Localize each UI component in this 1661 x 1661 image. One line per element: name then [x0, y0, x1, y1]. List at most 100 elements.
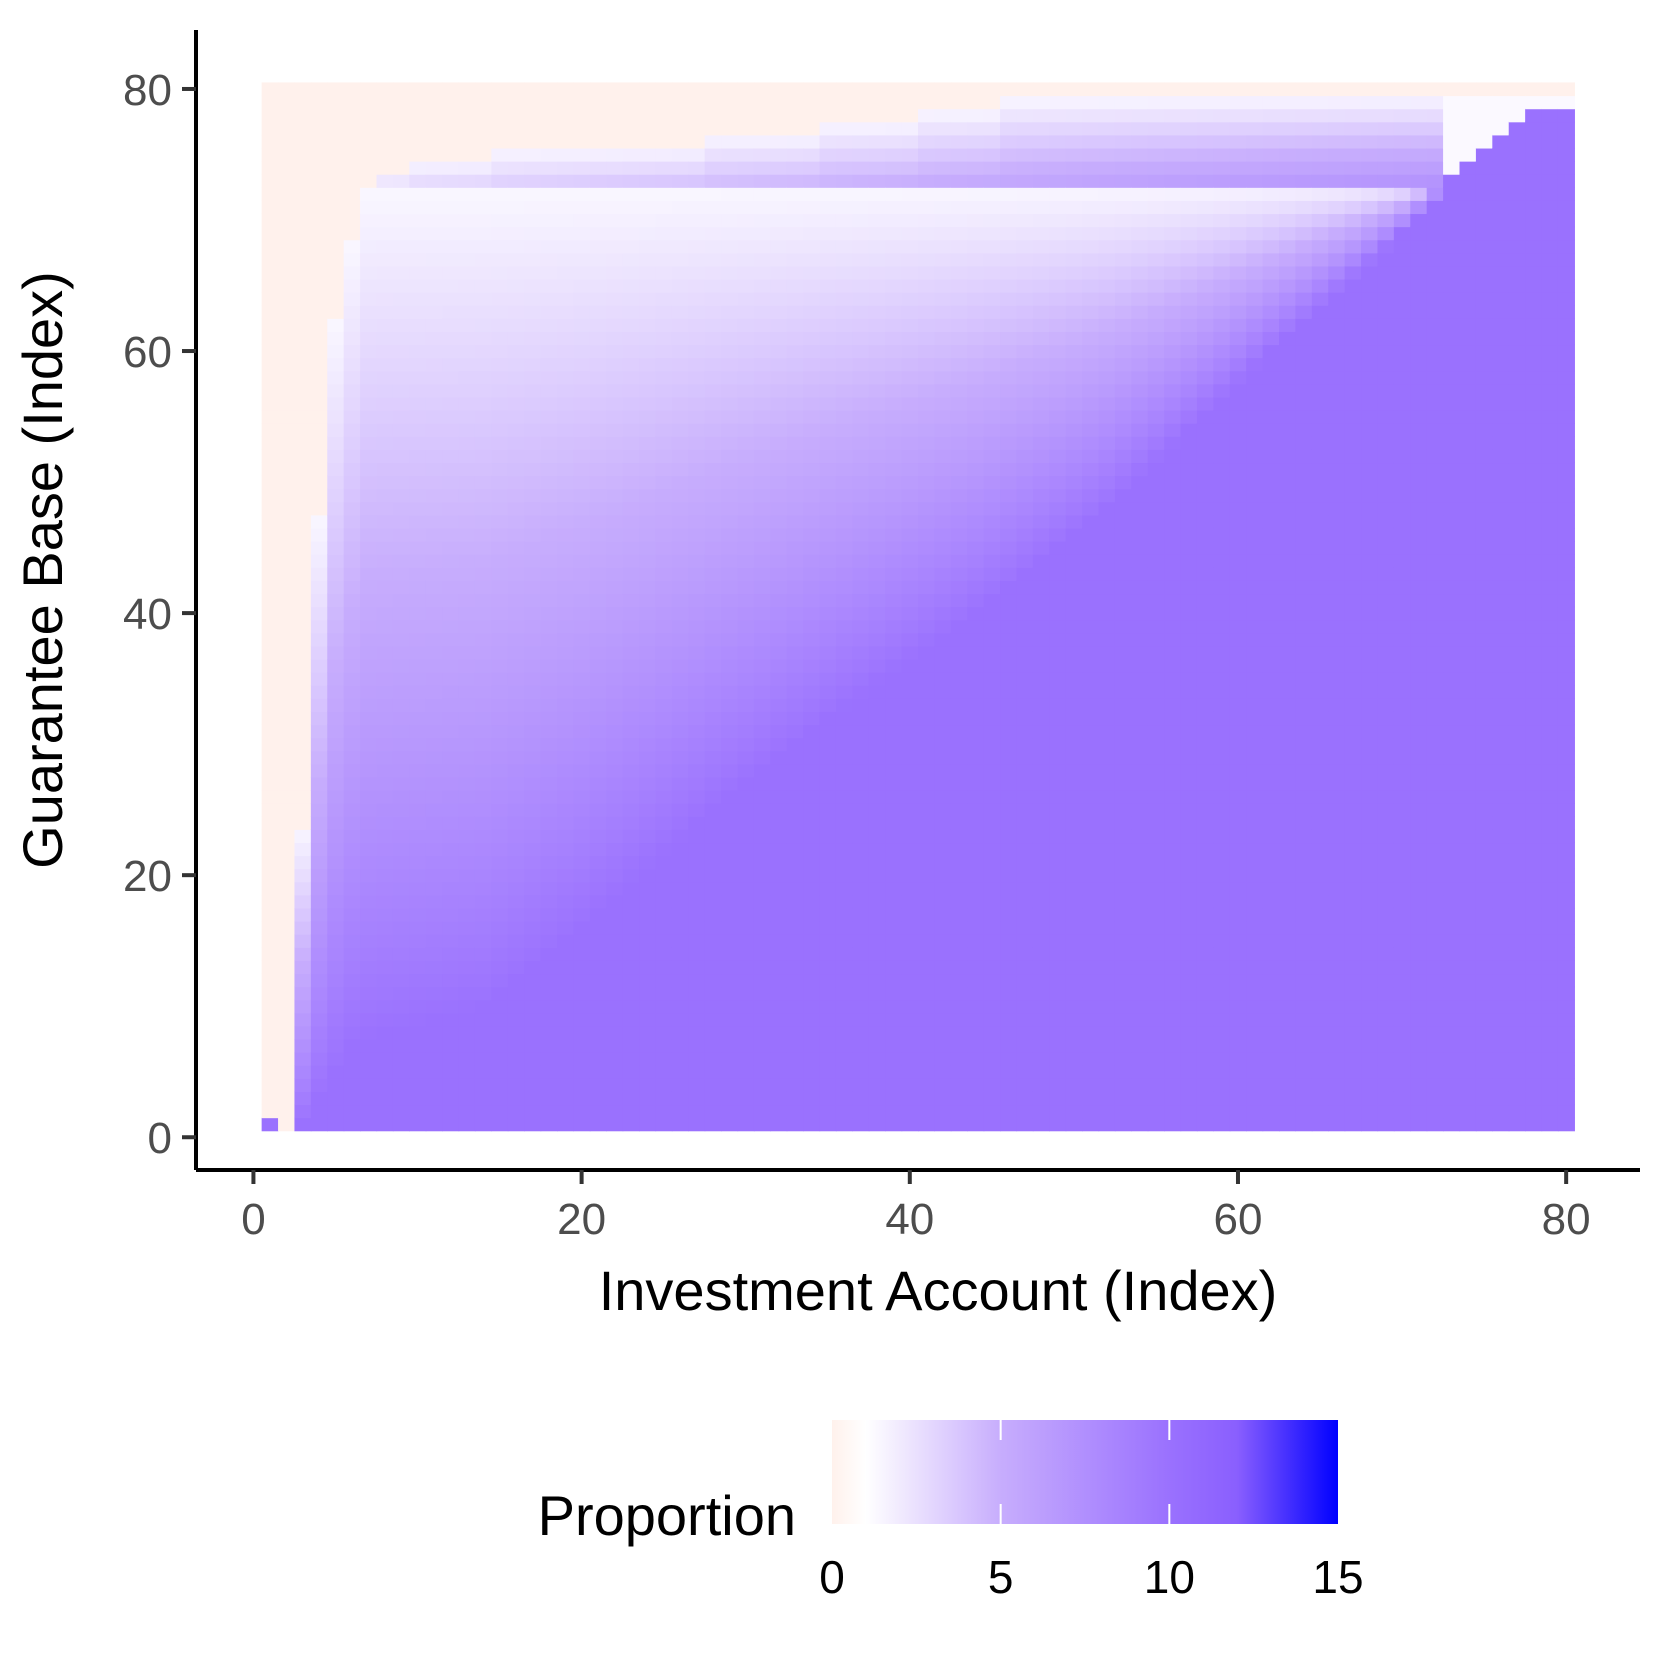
heatmap-cell [458, 108, 476, 123]
heatmap-cell [491, 1065, 509, 1079]
heatmap-cell [589, 82, 607, 97]
heatmap-cell [1196, 449, 1214, 464]
heatmap-cell [1049, 278, 1067, 293]
heatmap-cell [606, 357, 624, 372]
heatmap-cell [557, 960, 575, 975]
heatmap-cell [589, 1052, 607, 1066]
heatmap-cell [1196, 960, 1214, 975]
heatmap-cell [376, 1025, 394, 1040]
heatmap-cell [1164, 410, 1182, 424]
heatmap-cell [1213, 907, 1231, 922]
heatmap-cell [852, 252, 870, 267]
heatmap-cell [606, 986, 624, 1001]
heatmap-cell [1246, 331, 1264, 346]
heatmap-cell [704, 265, 722, 280]
heatmap-cell [327, 396, 345, 411]
heatmap-cell [622, 567, 640, 581]
heatmap-cell [343, 462, 361, 477]
heatmap-cell [868, 1117, 886, 1132]
heatmap-cell [524, 305, 542, 319]
heatmap-cell [1229, 541, 1247, 555]
heatmap-cell [721, 1025, 739, 1040]
heatmap-cell [491, 1012, 509, 1027]
heatmap-cell [786, 934, 804, 948]
heatmap-cell [868, 134, 886, 149]
heatmap-cell [573, 449, 591, 464]
heatmap-cell [491, 331, 509, 346]
heatmap-cell [557, 357, 575, 372]
heatmap-cell [540, 711, 558, 726]
heatmap-cell [983, 1065, 1001, 1079]
heatmap-cell [524, 462, 542, 477]
heatmap-cell [868, 907, 886, 922]
heatmap-cell [934, 868, 952, 883]
heatmap-cell [589, 305, 607, 319]
heatmap-cell [1262, 200, 1280, 215]
heatmap-cell [901, 1091, 919, 1106]
heatmap-cell [753, 619, 771, 634]
heatmap-cell [1114, 475, 1132, 490]
heatmap-cell [392, 357, 410, 372]
heatmap-cell [950, 1052, 968, 1066]
heatmap-cell [589, 685, 607, 699]
heatmap-cell [1164, 829, 1182, 844]
heatmap-cell [704, 606, 722, 621]
heatmap-cell [901, 776, 919, 791]
heatmap-cell [622, 488, 640, 503]
heatmap-cell [1114, 331, 1132, 346]
heatmap-cell [557, 593, 575, 608]
heatmap-cell [786, 1091, 804, 1106]
heatmap-cell [1016, 816, 1034, 830]
heatmap-cell [655, 737, 673, 752]
heatmap-cell [1131, 776, 1149, 791]
heatmap-cell [1114, 973, 1132, 988]
heatmap-cell [1114, 580, 1132, 595]
heatmap-cell [901, 632, 919, 647]
heatmap-cell [885, 1117, 903, 1132]
heatmap-cell [819, 318, 837, 332]
heatmap-cell [1229, 685, 1247, 699]
heatmap-cell [1196, 344, 1214, 359]
heatmap-cell [1229, 606, 1247, 621]
heatmap-cell [409, 344, 427, 359]
heatmap-cell [918, 698, 936, 712]
heatmap-cell [835, 881, 853, 896]
heatmap-cell [1000, 803, 1018, 817]
heatmap-cell [1229, 121, 1247, 136]
heatmap-cell [803, 213, 821, 228]
heatmap-cell [392, 344, 410, 359]
heatmap-cell [524, 580, 542, 595]
heatmap-cell [1032, 776, 1050, 791]
heatmap-cell [1000, 855, 1018, 870]
heatmap-cell [557, 907, 575, 922]
heatmap-cell [1032, 174, 1050, 188]
heatmap-cell [392, 750, 410, 765]
heatmap-cell [343, 239, 361, 254]
heatmap-cell [278, 108, 296, 123]
heatmap-cell [310, 619, 328, 634]
heatmap-cell [786, 278, 804, 293]
heatmap-cell [819, 292, 837, 306]
heatmap-cell [1131, 934, 1149, 948]
heatmap-cell [819, 750, 837, 765]
heatmap-cell [491, 698, 509, 712]
heatmap-cell [950, 567, 968, 581]
heatmap-cell [770, 803, 788, 817]
heatmap-cell [1000, 200, 1018, 215]
heatmap-cell [1098, 1052, 1116, 1066]
heatmap-cell [803, 829, 821, 844]
heatmap-cell [343, 816, 361, 830]
heatmap-cell [655, 1012, 673, 1027]
heatmap-cell [655, 1078, 673, 1092]
heatmap-cell [458, 187, 476, 201]
heatmap-cell [1164, 187, 1182, 201]
heatmap-cell [704, 698, 722, 712]
heatmap-cell [1016, 960, 1034, 975]
heatmap-cell [360, 370, 378, 385]
heatmap-cell [1000, 750, 1018, 765]
heatmap-cell [885, 344, 903, 359]
heatmap-cell [573, 698, 591, 712]
heatmap-cell [1098, 711, 1116, 726]
heatmap-cell [589, 200, 607, 215]
heatmap-cell [1164, 1052, 1182, 1066]
